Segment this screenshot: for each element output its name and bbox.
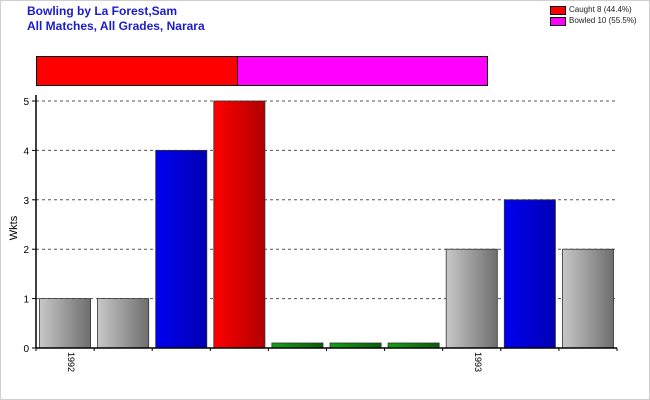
y-tick-label: 0 xyxy=(23,344,29,355)
bar xyxy=(97,298,150,349)
x-tick-label: 1992 xyxy=(66,352,76,372)
x-tick-label: 1993 xyxy=(473,352,483,372)
chart-title-line1: Bowling by La Forest,Sam xyxy=(27,4,178,18)
y-tick-label: 4 xyxy=(23,146,29,157)
bar xyxy=(503,199,556,349)
legend-item-caught: Caught 8 (44.4%) xyxy=(550,5,637,15)
legend-label-bowled: Bowled 10 (55.5%) xyxy=(569,16,637,25)
bar xyxy=(561,248,614,349)
legend-label-caught: Caught 8 (44.4%) xyxy=(569,5,632,14)
y-tick-label: 2 xyxy=(23,245,29,256)
legend-swatch-bowled xyxy=(550,16,566,26)
bar xyxy=(445,248,498,349)
legend: Caught 8 (44.4%) Bowled 10 (55.5%) xyxy=(550,5,637,27)
legend-swatch-caught xyxy=(550,5,566,15)
bar xyxy=(39,298,92,349)
summary-segment-caught xyxy=(37,57,237,85)
y-tick-label: 3 xyxy=(23,196,29,207)
summary-segment-bowled xyxy=(237,57,487,85)
chart-title: Bowling by La Forest,Sam All Matches, Al… xyxy=(27,4,205,34)
chart-title-line2: All Matches, All Grades, Narara xyxy=(27,19,205,33)
axes: 0 1 2 3 4 5 1992 1993 xyxy=(23,95,618,372)
bar xyxy=(213,100,266,349)
bar xyxy=(155,149,208,349)
bars xyxy=(39,100,614,349)
y-axis-label: Wkts xyxy=(8,215,20,240)
y-tick-label: 5 xyxy=(23,97,29,108)
dismissal-summary-bar xyxy=(36,56,488,86)
y-tick-label: 1 xyxy=(23,295,29,306)
legend-item-bowled: Bowled 10 (55.5%) xyxy=(550,16,637,26)
